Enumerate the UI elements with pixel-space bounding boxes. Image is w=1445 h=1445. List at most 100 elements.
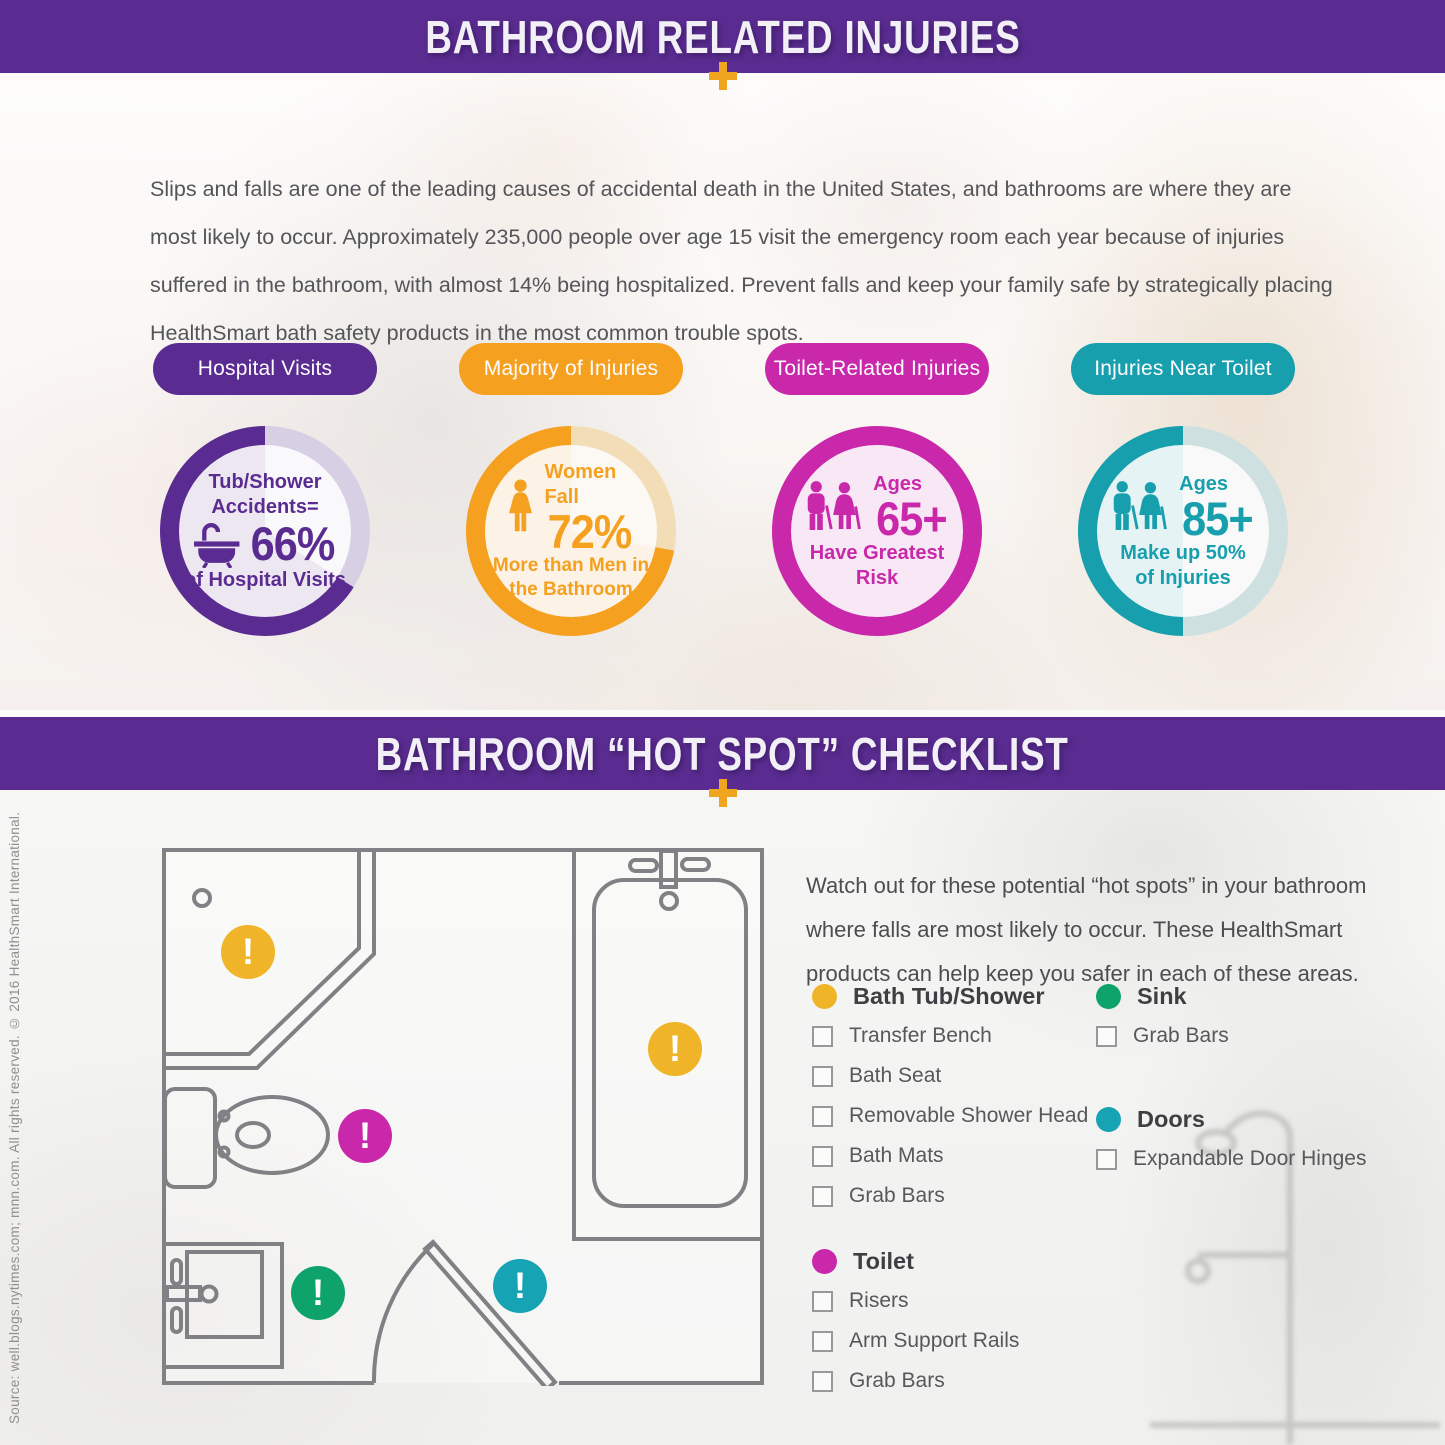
checklist-column-right: Sink Grab Bars Doors Expandable Door Hin… (1096, 983, 1366, 1187)
checklist-item: Expandable Door Hinges (1096, 1147, 1366, 1171)
section2-title: BATHROOM “HOT SPOT” CHECKLIST (375, 727, 1070, 780)
shower-drain-icon (192, 888, 212, 908)
section1-title: BATHROOM RELATED INJURIES (424, 10, 1021, 63)
vanity-counter (162, 1242, 284, 1369)
svg-text:!: ! (312, 1272, 324, 1313)
toilet-bolt (217, 1109, 231, 1123)
toilet-bolt (217, 1145, 231, 1159)
checkbox[interactable] (812, 1330, 833, 1352)
checklist-item-label: Arm Support Rails (849, 1329, 1020, 1352)
checklist-item-label: Risers (849, 1289, 909, 1312)
checkbox[interactable] (1096, 1148, 1117, 1170)
hotspot-badge-shower: ! (221, 925, 275, 979)
checkbox[interactable] (812, 1370, 833, 1392)
donut-content: Ages 65+ Have Greatest Risk (791, 445, 963, 617)
checkbox[interactable] (1096, 1025, 1117, 1047)
bathtub-outline (592, 878, 748, 1208)
stat-pill-hospital-visits: Hospital Visits (153, 343, 377, 395)
stat-text-line: Women (544, 461, 617, 483)
checkbox[interactable] (812, 1105, 833, 1127)
checklist-item-label: Removable Shower Head (849, 1104, 1089, 1127)
section-divider (0, 710, 1445, 717)
stat-pill-injuries-near-toilet: Injuries Near Toilet (1071, 343, 1295, 395)
section2-title-bar: BATHROOM “HOT SPOT” CHECKLIST (0, 717, 1445, 790)
stat-text-line: Make up 50% (1120, 541, 1246, 564)
shower-wall-inner (164, 850, 361, 1056)
donut-content: Tub/Shower Accidents= 66% of Hospital Vi… (179, 445, 351, 617)
checklist-item-label: Grab Bars (849, 1184, 945, 1207)
bathroom-floor-plan: ! ! ! ! ! (162, 848, 764, 1386)
checklist-item: Bath Seat (812, 1064, 1088, 1088)
checklist-item: Grab Bars (1096, 1024, 1366, 1048)
checklist-item: Bath Mats (812, 1144, 1088, 1168)
checkbox[interactable] (812, 1185, 833, 1207)
stat-text-line: Fall (544, 486, 579, 508)
stat-big-value: 65+ (876, 491, 948, 545)
hotspot-badge-door: ! (493, 1259, 547, 1313)
woman-icon (506, 479, 535, 536)
stat-text-line: Risk (855, 566, 899, 589)
hotspot-dot-sink (1096, 984, 1121, 1009)
stat-text-line: Ages (873, 472, 923, 495)
stat-card-majority-of-injuries: Majority of Injuries Women Fall 72% More… (421, 343, 721, 636)
svg-text:!: ! (242, 931, 254, 972)
group-header: Doors (1096, 1106, 1366, 1133)
tub-faucet-handle (680, 857, 711, 872)
donut-chart-ages-65: Ages 65+ Have Greatest Risk (772, 426, 982, 636)
tub-drain-icon (659, 891, 679, 911)
elderly-couple-icon (1110, 480, 1172, 533)
section1-title-bar: BATHROOM RELATED INJURIES (0, 0, 1445, 73)
checklist-item: Transfer Bench (812, 1024, 1088, 1048)
sink-basin (185, 1250, 264, 1339)
checklist-item: Grab Bars (812, 1369, 1088, 1393)
checklist-item: Removable Shower Head (812, 1104, 1088, 1128)
checklist-group-toilet: Toilet Risers Arm Support Rails Grab Bar… (812, 1248, 1088, 1393)
stat-big-value: 72% (548, 505, 633, 558)
stat-pill-majority-of-injuries: Majority of Injuries (459, 343, 683, 395)
outer-walls (162, 848, 764, 1385)
group-title: Bath Tub/Shower (853, 983, 1045, 1009)
stat-text-line: More than Men in (492, 555, 650, 576)
donut-content: Women Fall 72% More than Men in the Bath… (485, 445, 657, 617)
elderly-couple-icon (804, 480, 866, 533)
checklist-item: Arm Support Rails (812, 1329, 1088, 1353)
donut-chart-ages-85: Ages 85+ Make up 50% of Injuries (1078, 426, 1288, 636)
checklist-item-label: Grab Bars (849, 1369, 945, 1392)
svg-text:!: ! (359, 1115, 371, 1156)
stat-text-line: the Bathroom (509, 579, 633, 600)
donut-content: Ages 85+ Make up 50% of Injuries (1097, 445, 1269, 617)
checkbox[interactable] (812, 1145, 833, 1167)
stat-text-line: Ages (1179, 472, 1229, 495)
checklist-item-label: Bath Mats (849, 1144, 944, 1167)
checklist-item-label: Expandable Door Hinges (1133, 1147, 1367, 1170)
tub-faucet-spout (659, 849, 678, 889)
stat-card-toilet-related-injuries: Toilet-Related Injuries Ages 65+ Have Gr… (727, 343, 1027, 636)
bathtub-icon (192, 520, 244, 568)
tub-faucet-handle (628, 858, 659, 873)
stat-text-line: Have Greatest (809, 541, 945, 564)
checkbox[interactable] (812, 1290, 833, 1312)
stat-pill-toilet-related-injuries: Toilet-Related Injuries (765, 343, 989, 395)
sink-faucet-spout (199, 1284, 219, 1304)
checklist-item-label: Transfer Bench (849, 1024, 992, 1047)
checklist-item: Grab Bars (812, 1184, 1088, 1208)
tub-room-wall (572, 850, 762, 1241)
hotspot-dot-toilet (812, 1249, 837, 1274)
section1-intro-text: Slips and falls are one of the leading c… (150, 176, 1333, 345)
group-title: Sink (1137, 983, 1187, 1009)
stat-big-value: 66% (250, 516, 336, 570)
checklist-group-doors: Doors Expandable Door Hinges (1096, 1106, 1366, 1171)
stat-text-line: Tub/Shower (208, 470, 322, 493)
donut-chart-hospital-visits: Tub/Shower Accidents= 66% of Hospital Vi… (160, 426, 370, 636)
stat-card-injuries-near-toilet: Injuries Near Toilet Ages 85+ Make up 50… (1033, 343, 1333, 636)
checkbox[interactable] (812, 1065, 833, 1087)
svg-text:!: ! (514, 1265, 526, 1306)
checkbox[interactable] (812, 1025, 833, 1047)
checklist-group-sink: Sink Grab Bars (1096, 983, 1366, 1048)
toilet-bowl-inner (235, 1121, 271, 1149)
hotspot-badge-bathtub: ! (648, 1022, 702, 1076)
stat-card-hospital-visits: Hospital Visits Tub/Shower Accidents= 66… (115, 343, 415, 636)
group-header: Sink (1096, 983, 1366, 1010)
hotspot-badge-toilet: ! (338, 1109, 392, 1163)
